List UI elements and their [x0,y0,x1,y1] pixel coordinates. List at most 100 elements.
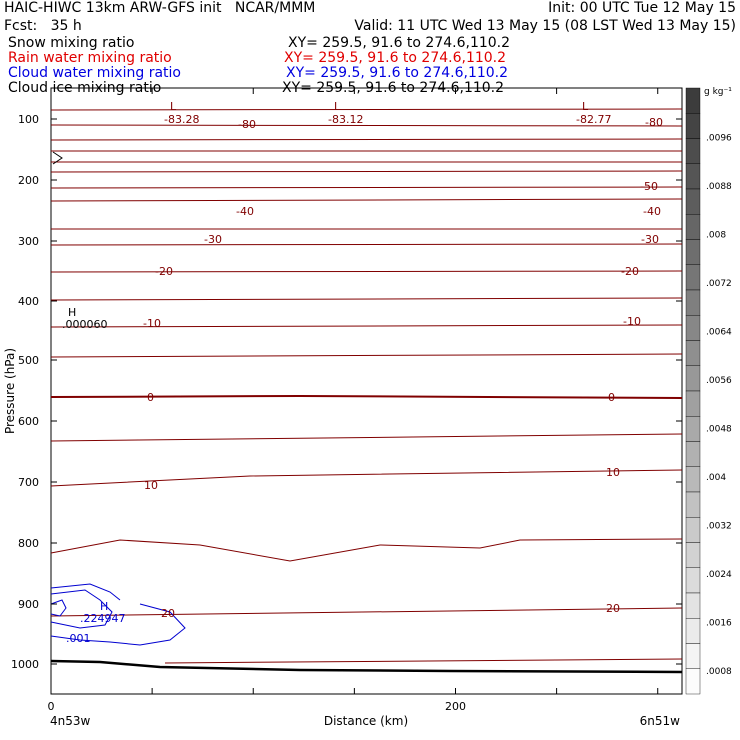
extremum-marker: H [68,306,76,319]
x-left-endpoint: 4n53w [50,714,91,728]
extremum-marker: L [582,100,589,113]
temperature-contour [50,538,683,562]
colorbar-label: .0048 [706,424,732,434]
temperature-contour [50,170,683,173]
temperature-contour-label: 20 [161,607,175,620]
temperature-contour [50,108,683,111]
cloud-water-contour [50,603,186,646]
x-right-endpoint: 6n51w [640,714,681,728]
y-tick-label: 800 [18,537,39,550]
colorbar-label: .0056 [706,376,732,386]
chart-title: HAIC-HIWC 13km ARW-GFS init NCAR/MMM [4,0,316,16]
extremum-marker: L [334,100,341,113]
colorbar-bin [685,188,701,215]
snow-xy: XY= 259.5, 91.6 to 274.6,110.2 [288,35,511,51]
y-tick-label: 300 [18,235,39,248]
colorbar-bin [685,138,701,164]
colorbar-bin [685,113,701,139]
colorbar-bin [685,315,701,341]
temperature-contour [50,394,683,399]
x-tick-label: 0 [48,700,55,713]
cloud-water-contour [50,583,121,601]
valid-time: Valid: 11 UTC Wed 13 May 15 (08 LST Wed … [354,18,736,34]
temperature-contour-label: -80 [645,116,663,129]
temperature-contour [164,658,683,664]
temperature-contour [50,243,683,246]
colorbar-label: .0088 [706,182,732,192]
colorbar-bin [685,264,701,291]
colorbar-bin [685,491,701,518]
temperature-contour-label: -10 [143,317,161,330]
temperature-contour-label: -20 [621,265,639,278]
extremum-value: -82.77 [576,113,611,126]
y-tick-label: 200 [18,174,39,187]
colorbar-label: .008 [706,230,726,240]
cloud-water-label: Cloud water mixing ratio [8,65,181,81]
temperature-contour-label: 10 [606,466,620,479]
y-tick-label: 500 [18,354,39,367]
init-time: Init: 00 UTC Tue 12 May 15 [548,0,736,16]
cloud-water-label: .001 [66,632,91,645]
temperature-contour-label: 0 [147,391,154,404]
y-tick-label: 400 [18,295,39,308]
colorbar-unit: g kg⁻¹ [704,87,732,97]
colorbar-bin [685,365,701,392]
colorbar-bin [685,618,701,644]
temperature-contour-label: 20 [606,602,620,615]
temperature-contour-label: -20 [155,265,173,278]
temperature-contour-label: -40 [236,205,254,218]
extremum-marker: L [170,100,177,113]
temperature-contour [50,433,683,442]
colorbar-bin [685,416,701,442]
colorbar-bin [685,390,701,417]
colorbar-label: .0064 [706,327,732,337]
x-axis-label: Distance (km) [324,714,408,728]
temperature-contour-label: -10 [623,315,641,328]
colorbar-bin [685,542,701,568]
colorbar-bin [685,643,701,669]
y-tick-label: 700 [18,476,39,489]
y-tick-label: 100 [18,113,39,126]
colorbar-label: .0096 [706,133,732,143]
colorbar-label: .0032 [706,521,732,531]
temperature-contour-label: -40 [643,205,661,218]
forecast-hour: Fcst: 35 h [4,18,82,34]
rain-label: Rain water mixing ratio [8,50,172,66]
extremum-marker: H [100,600,108,613]
colorbar-bin [685,517,701,543]
cloud-water-contour [50,589,113,629]
temperature-contour-label: -30 [641,233,659,246]
colorbar-label: .004 [706,473,726,483]
colorbar-bin [685,214,701,240]
temperature-contour [50,469,683,487]
colorbar-bin [685,289,701,316]
colorbar-bin [685,567,701,594]
y-axis-label: Pressure (hPa) [3,348,17,434]
colorbar-label: .0072 [706,279,732,289]
temperature-contour [50,124,683,127]
temperature-contour-label: 10 [144,479,158,492]
colorbar-bin [685,87,701,114]
extremum-value: .000060 [62,318,108,331]
colorbar-bin [685,466,701,493]
colorbar-bin [685,668,701,695]
temperature-contour [50,353,683,358]
colorbar-bin [685,441,701,467]
arrow-icon [52,151,63,165]
colorbar-label: .0016 [706,618,732,628]
extremum-value: -83.28 [164,113,199,126]
temperature-contour-label: -30 [204,233,222,246]
temperature-contour-label: -80 [238,118,256,131]
temperature-contour [50,270,683,273]
colorbar-bin [685,340,701,366]
temperature-contour [50,198,683,202]
colorbar-label: .0008 [706,667,732,677]
snow-label: Snow mixing ratio [8,35,135,51]
colorbar-bin [685,163,701,190]
cloud-water-xy: XY= 259.5, 91.6 to 274.6,110.2 [286,65,509,81]
temperature-contour-label: 0 [608,391,615,404]
temperature-contour [50,138,683,141]
temperature-contour [50,324,683,328]
temperature-contour-label: -50 [640,180,658,193]
